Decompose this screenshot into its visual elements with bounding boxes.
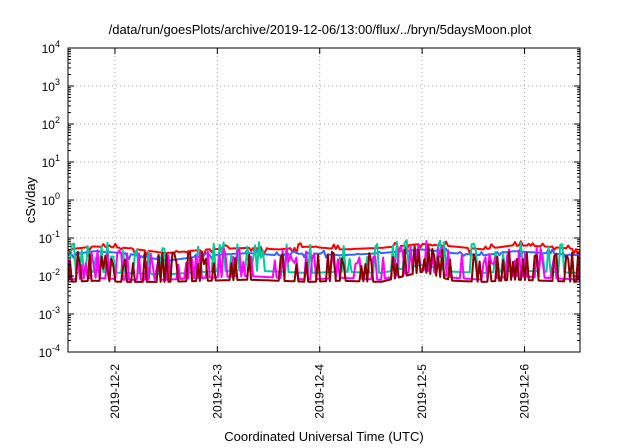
y-tick-label: 103 bbox=[42, 77, 60, 94]
y-axis-label: cSv/day bbox=[23, 176, 38, 223]
x-tick-label: 2019-12-4 bbox=[313, 364, 327, 419]
y-tick-label: 10-2 bbox=[39, 267, 60, 284]
x-tick-label: 2019-12-5 bbox=[415, 364, 429, 419]
y-tick-label: 102 bbox=[42, 115, 60, 132]
x-axis-label: Coordinated Universal Time (UTC) bbox=[224, 429, 423, 444]
y-axis: 10-4 10-3 10-2 10-1 100 101 102 103 104 bbox=[39, 39, 580, 360]
y-tick-label: 10-1 bbox=[39, 229, 60, 246]
y-tick-label: 100 bbox=[42, 191, 60, 208]
chart-title: /data/run/goesPlots/archive/2019-12-06/1… bbox=[109, 22, 532, 37]
series-line bbox=[68, 240, 580, 281]
y-tick-label: 10-3 bbox=[39, 305, 60, 322]
x-tick-label: 2019-12-2 bbox=[108, 364, 122, 419]
grid bbox=[68, 48, 580, 352]
y-tick-label: 10-4 bbox=[39, 343, 60, 360]
x-tick-label: 2019-12-6 bbox=[518, 364, 532, 419]
series-line bbox=[68, 244, 580, 283]
x-axis: 2019-12-2 2019-12-3 2019-12-4 2019-12-5 2019… bbox=[108, 48, 532, 419]
x-tick-label: 2019-12-3 bbox=[210, 364, 224, 419]
series-line bbox=[68, 240, 580, 257]
series-group bbox=[68, 239, 580, 283]
y-tick-label: 101 bbox=[42, 153, 60, 170]
y-tick-label: 104 bbox=[42, 39, 60, 56]
